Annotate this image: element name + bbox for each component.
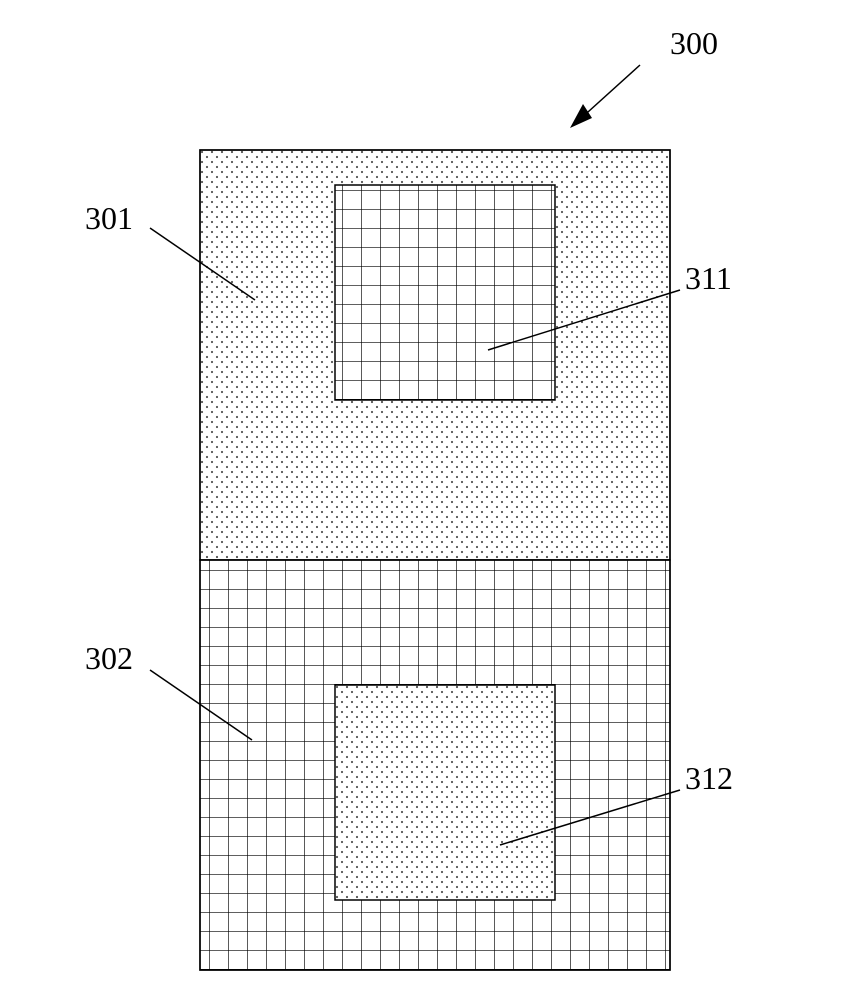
- inner-rect-bottom: [335, 685, 555, 900]
- label-312: 312: [685, 760, 733, 797]
- arrow-300-head: [570, 104, 592, 128]
- label-311: 311: [685, 260, 732, 297]
- inner-rect-top: [335, 185, 555, 400]
- label-302: 302: [85, 640, 133, 677]
- label-300: 300: [670, 25, 718, 62]
- label-301: 301: [85, 200, 133, 237]
- diagram-svg: [0, 0, 851, 1000]
